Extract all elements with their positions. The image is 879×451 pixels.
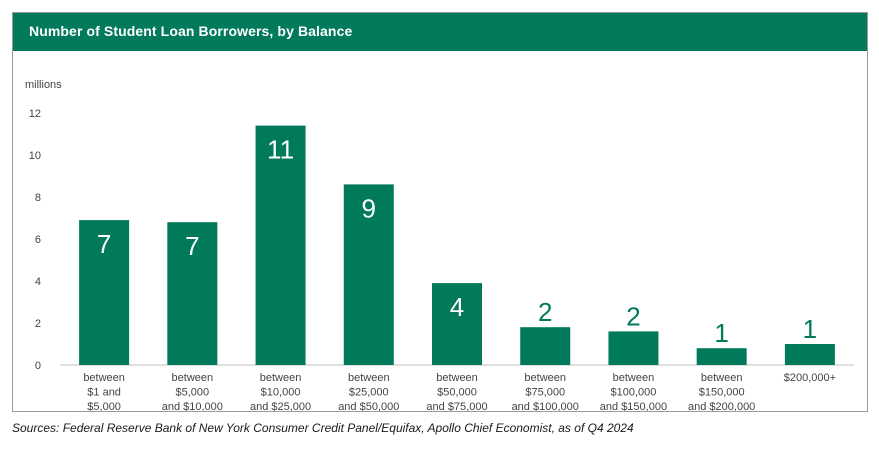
x-tick-label: $10,000 [261,387,301,399]
bar [343,184,394,365]
bar [696,348,747,365]
x-tick-label: and $50,000 [338,401,399,411]
bar-value-label: 1 [714,318,728,348]
bar [167,222,218,365]
bar-value-label: 2 [626,301,640,331]
x-tick-label: $100,000 [610,387,656,399]
y-tick-label: 10 [29,150,41,162]
bar [432,283,482,365]
chart-header: Number of Student Loan Borrowers, by Bal… [13,13,867,51]
bar-value-label: 2 [538,297,552,327]
x-tick-label: and $150,000 [600,401,667,411]
y-tick-label: 0 [35,360,41,372]
y-tick-label: 12 [29,108,41,120]
chart-title: Number of Student Loan Borrowers, by Bal… [29,23,353,39]
y-tick-label: 6 [35,234,41,246]
x-tick-label: $75,000 [525,387,565,399]
y-axis-unit-label: millions [25,79,62,91]
bar [79,220,130,365]
bar-value-label: 7 [97,229,111,259]
x-tick-label: and $25,000 [250,401,311,411]
chart-frame: Number of Student Loan Borrowers, by Bal… [12,12,868,412]
x-tick-label: $5,000 [87,401,121,411]
x-tick-label: between [613,372,655,384]
x-tick-label: $50,000 [437,387,477,399]
x-tick-label: between [172,372,214,384]
bar [520,327,571,365]
bar [608,331,659,365]
x-tick-label: and $10,000 [162,401,223,411]
bar [255,125,306,365]
bar-value-label: 7 [185,231,199,261]
x-tick-label: $150,000 [699,387,745,399]
x-tick-label: $25,000 [349,387,389,399]
source-note: Sources: Federal Reserve Bank of New Yor… [12,421,634,435]
bar-value-label: 1 [803,314,817,344]
y-tick-label: 4 [35,276,41,288]
bar [784,344,835,365]
x-tick-label: between [348,372,390,384]
x-tick-label: between [260,372,302,384]
y-tick-label: 2 [35,318,41,330]
x-tick-label: $200,000+ [784,372,836,384]
x-tick-label: between [524,372,566,384]
x-tick-label: between [436,372,478,384]
x-tick-label: and $100,000 [512,401,579,411]
x-tick-label: and $75,000 [426,401,487,411]
x-tick-label: $5,000 [176,387,210,399]
x-tick-label: and $200,000 [688,401,755,411]
x-tick-label: between [701,372,743,384]
y-tick-label: 8 [35,192,41,204]
x-tick-label: $1 and [87,387,121,399]
x-tick-label: between [83,372,125,384]
bar-value-label: 11 [267,135,294,165]
bar-value-label: 4 [450,292,464,322]
bar-value-label: 9 [362,193,376,223]
